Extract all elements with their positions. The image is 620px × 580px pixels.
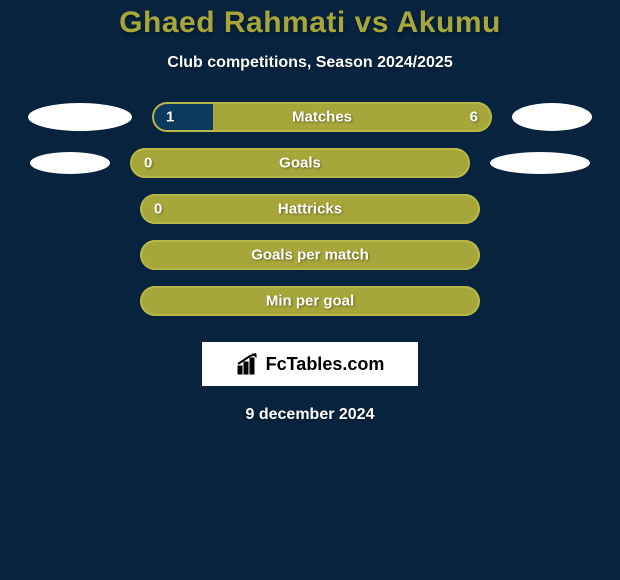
branding-badge: FcTables.com [202, 342, 418, 386]
date-text: 9 december 2024 [246, 406, 375, 424]
branding-text: FcTables.com [266, 354, 385, 375]
stat-label: Hattricks [278, 201, 342, 218]
subtitle: Club competitions, Season 2024/2025 [167, 54, 452, 72]
comparison-row: 1 Matches 6 [0, 102, 620, 132]
stat-bar: 0 Goals [130, 148, 470, 178]
comparison-rows: 1 Matches 6 0 Goals 0 Hattricks Goals per match… [0, 102, 620, 316]
stat-bar: 1 Matches 6 [152, 102, 492, 132]
stat-bar: Goals per match [140, 240, 480, 270]
stat-left-value: 0 [144, 155, 152, 172]
player-left-marker [30, 152, 110, 174]
stat-label: Matches [292, 109, 352, 126]
comparison-row: Min per goal [0, 286, 620, 316]
player-right-marker [490, 152, 590, 174]
stat-bar: Min per goal [140, 286, 480, 316]
player-left-marker [28, 103, 132, 131]
comparison-row: Goals per match [0, 240, 620, 270]
stat-label: Min per goal [266, 293, 354, 310]
stat-label: Goals [279, 155, 321, 172]
player-right-marker [512, 103, 592, 131]
stat-left-value: 0 [154, 201, 162, 218]
comparison-page: Ghaed Rahmati vs Akumu Club competitions… [0, 0, 620, 580]
stat-left-value: 1 [166, 109, 174, 126]
comparison-row: 0 Hattricks [0, 194, 620, 224]
stat-right-value: 6 [470, 109, 478, 126]
comparison-row: 0 Goals [0, 148, 620, 178]
stat-bar-left-fill [152, 102, 213, 132]
stat-bar: 0 Hattricks [140, 194, 480, 224]
stat-label: Goals per match [251, 247, 369, 264]
page-title: Ghaed Rahmati vs Akumu [119, 6, 501, 40]
fctables-chart-icon [236, 352, 260, 376]
